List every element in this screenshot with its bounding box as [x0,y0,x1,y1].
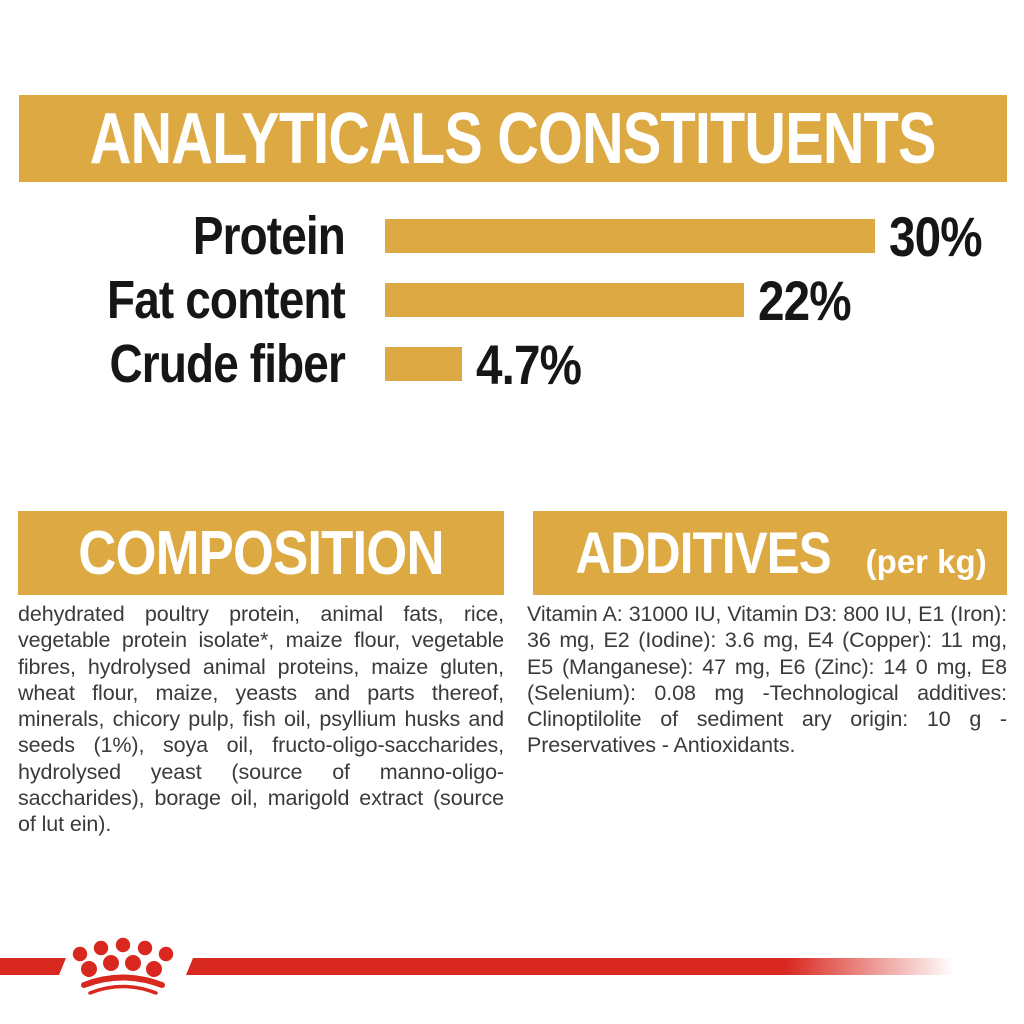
chart-row-crude-fiber: Crude fiber 4.7% [0,332,1024,396]
fat-content-value: 22% [758,268,852,332]
divider-line-right [186,958,954,975]
chart-row-protein: Protein 30% [0,204,1024,268]
additives-text: Vitamin A: 31000 IU, Vitamin D3: 800 IU,… [527,602,1007,758]
divider-line-left [0,958,66,975]
additives-banner: ADDITIVES (per kg) [533,511,1007,595]
additives-title: ADDITIVES [575,520,832,586]
crude-fiber-bar [385,347,462,381]
composition-banner: COMPOSITION [18,511,504,595]
protein-value: 30% [889,204,983,268]
protein-bar [385,219,875,253]
chart-row-fat-content: Fat content 22% [0,268,1024,332]
analytical-constituents-banner: ANALYTICALS CONSTITUENTS [19,95,1007,182]
crude-fiber-label: Crude fiber [109,334,346,394]
crude-fiber-value: 4.7% [476,332,582,396]
royal-canin-crown-icon [72,937,174,995]
fat-content-label: Fat content [107,270,346,330]
protein-label: Protein [192,206,346,266]
additives-per-kg-label: (per kg) [865,543,987,580]
composition-title: COMPOSITION [78,518,444,588]
analytical-constituents-title: ANALYTICALS CONSTITUENTS [90,98,937,179]
composition-text: dehydrated poultry protein, animal fats,… [18,602,504,837]
fat-content-bar [385,283,744,317]
